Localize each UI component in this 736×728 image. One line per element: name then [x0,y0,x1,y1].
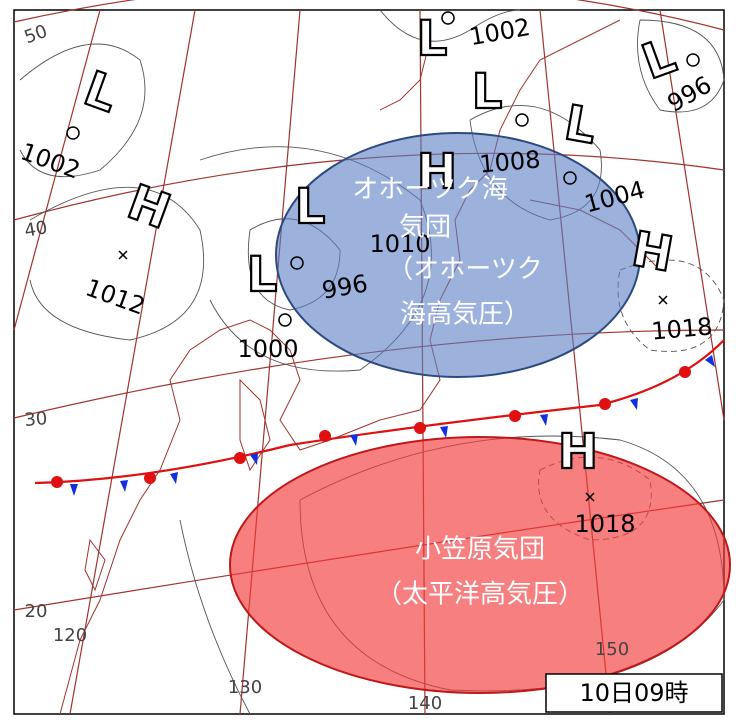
air-mass-label: （太平洋高気圧） [376,580,584,610]
okhotsk-air-mass [275,132,641,378]
pressure-symbol: L [472,64,503,120]
pressure-symbol: H [558,424,598,480]
longitude-label: 130 [228,677,262,698]
timestamp: 10日09時 [579,679,688,707]
stationary-front [34,339,725,496]
pressure-centers [66,11,700,502]
latitude-label: 30 [24,408,49,431]
longitude-label: 140 [408,693,442,714]
isobar-label: 1010 [369,230,430,258]
isobar-label: 1018 [574,510,635,538]
isobar-label: 1018 [650,312,713,345]
isobar-label: 1008 [478,145,541,178]
timestamp-box [545,673,723,713]
air-mass-label: オホーツク海 [352,175,507,205]
pressure-symbol: L [247,247,278,303]
pressure-symbol: H [417,144,457,200]
latitude-label: 40 [23,217,49,242]
air-mass-label: 気団 [399,213,451,243]
longitude-label: 120 [53,625,87,646]
latitude-label: 20 [25,601,48,622]
ogasawara-air-mass [229,436,731,694]
longitude-label: 150 [595,639,629,660]
pressure-symbol: L [295,179,326,235]
isobar-label: 1000 [237,335,298,363]
air-mass-label: （オホーツク [387,255,542,285]
pressure-symbol: H [628,221,677,283]
air-mass-label: 小笠原気団 [415,535,545,565]
pressure-symbol: L [417,11,448,67]
air-mass-label: 海高気圧） [400,300,530,330]
